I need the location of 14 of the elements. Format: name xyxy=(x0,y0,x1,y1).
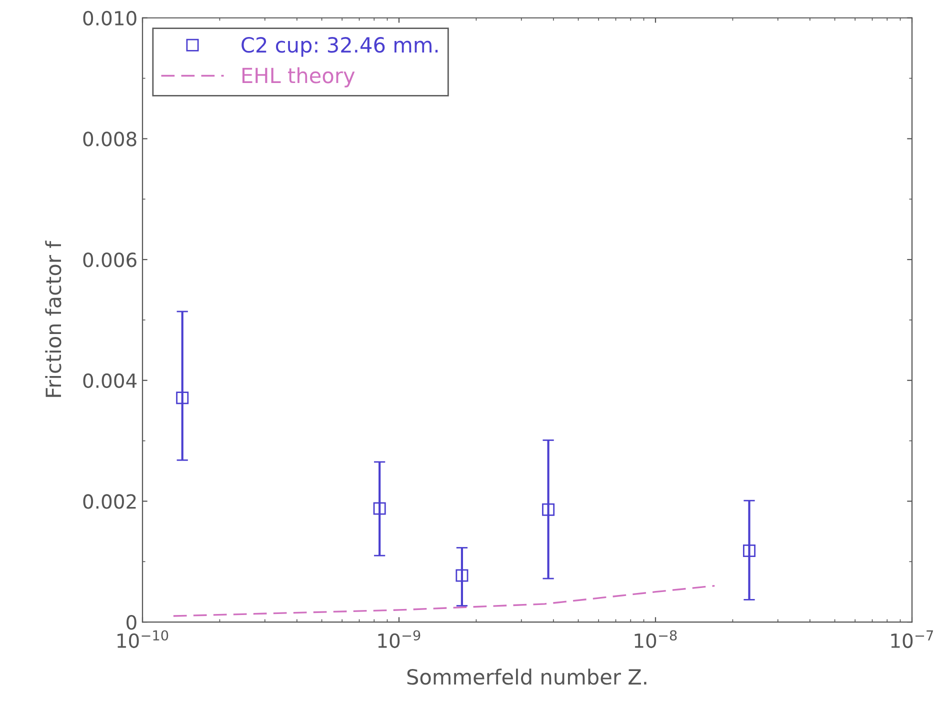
y-axis-title: Friction factor f xyxy=(45,240,62,397)
y-tick-label: 0.002 xyxy=(83,494,136,509)
x-tick-label: 10$^{−9}$ xyxy=(378,630,420,648)
x-tick-label: 10$^{−8}$ xyxy=(634,630,677,648)
x-tick-label: 10$^{−10}$ xyxy=(118,630,168,648)
y-tick-label: 0 xyxy=(126,615,136,630)
legend-label: EHL theory xyxy=(242,67,355,88)
legend-label: C2 cup: 32.46 mm. xyxy=(242,36,438,57)
x-axis-title: Sommerfeld number Z. xyxy=(407,668,646,685)
y-tick-label: 0.008 xyxy=(83,132,136,146)
y-tick-label: 0.006 xyxy=(83,252,136,268)
y-tick-label: 0.004 xyxy=(83,373,137,388)
y-tick-label: 0.010 xyxy=(83,10,136,26)
x-tick-label: 10$^{−7}$ xyxy=(891,630,933,648)
